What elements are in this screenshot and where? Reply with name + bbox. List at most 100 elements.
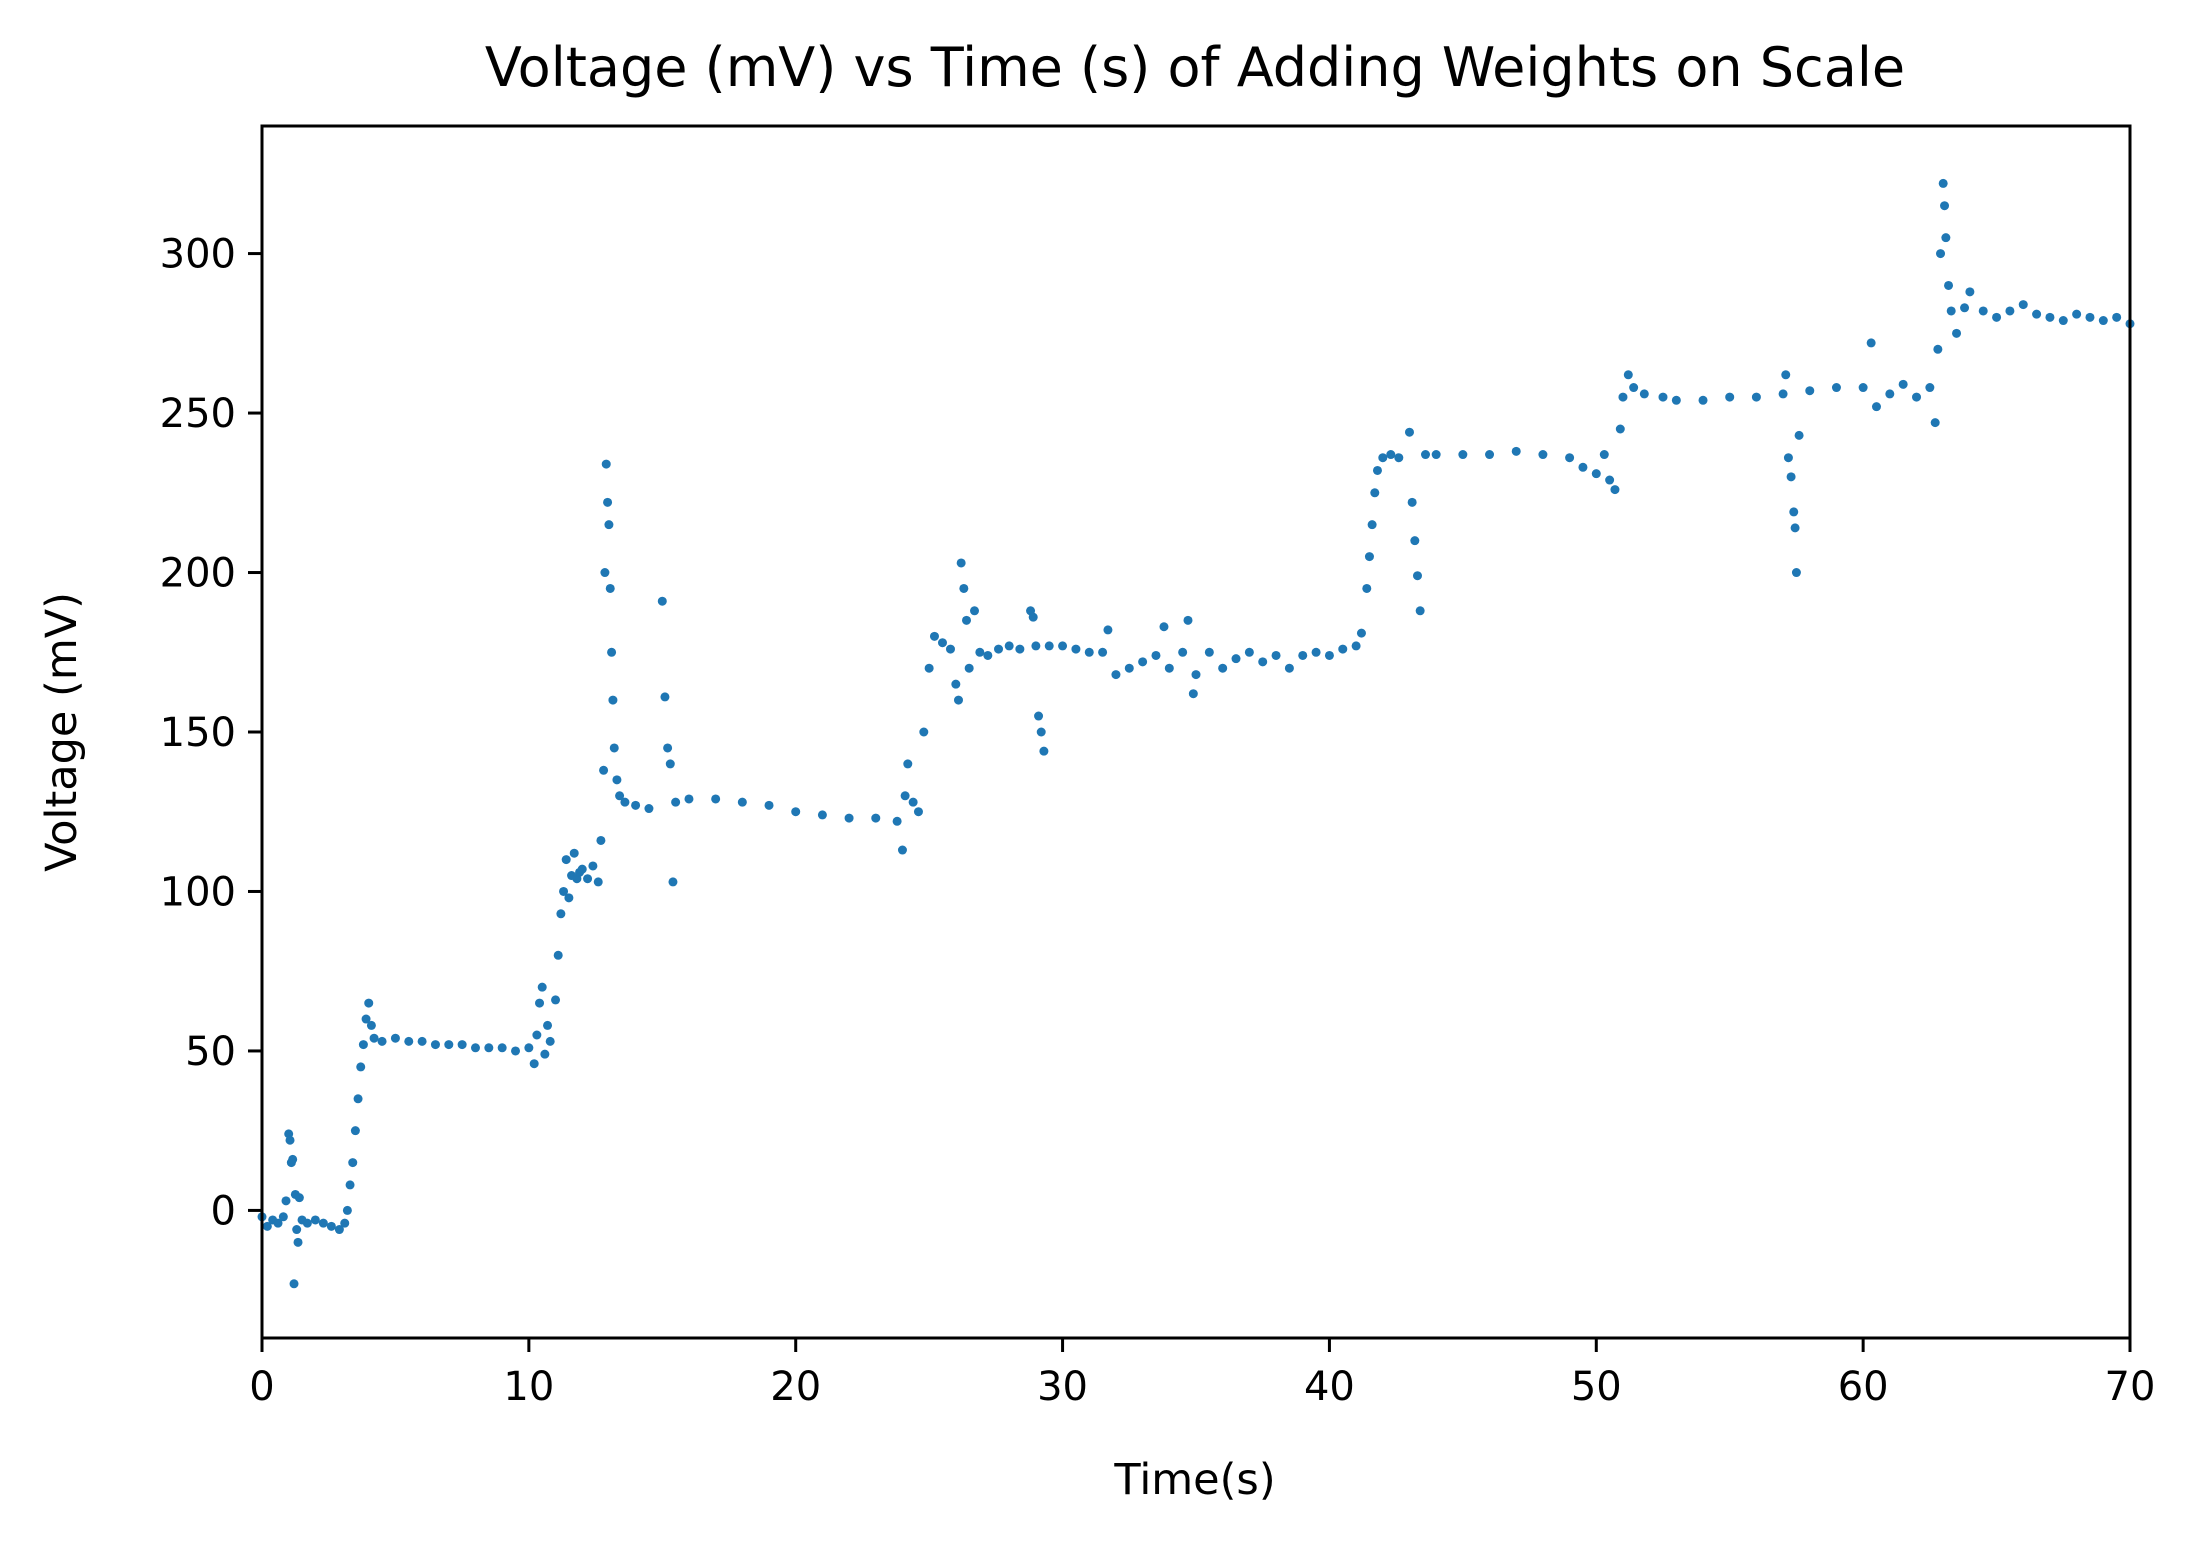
data-point [953,695,963,705]
data-point [350,1126,360,1136]
data-point [342,1205,352,1215]
data-point [2005,306,2015,316]
data-point [1599,450,1609,460]
data-point [545,1036,555,1046]
data-point [1941,233,1951,243]
data-point [1191,670,1201,680]
data-point [1231,654,1241,664]
data-point [457,1040,467,1050]
data-point [919,727,929,737]
data-point [1386,450,1396,460]
data-point [608,695,618,705]
data-point [583,874,593,884]
data-point [326,1221,336,1231]
data-point [937,638,947,648]
data-point [962,615,972,625]
data-point [529,1059,539,1069]
ticks-layer: 0 10 20 30 40 50 60 70 0 50 100 150 200 250 300 [160,232,2156,1410]
data-point [737,797,747,807]
data-point [1790,523,1800,533]
data-point [964,663,974,673]
data-point [1362,583,1372,593]
data-point [1511,446,1521,456]
data-point [553,950,563,960]
data-point [1218,663,1228,673]
data-point [844,813,854,823]
data-point [1618,392,1628,402]
data-point [601,459,611,469]
data-point [345,1180,355,1190]
data-point [1084,647,1094,657]
data-point [1978,306,1988,316]
data-point [1028,612,1038,622]
data-point [2032,309,2042,319]
data-point [2112,312,2122,322]
points-layer [257,178,2135,1289]
data-point [994,644,1004,654]
data-point [600,568,610,578]
data-point [603,497,613,507]
data-point [444,1040,454,1050]
data-point [1639,389,1649,399]
data-point [1805,386,1815,396]
data-point [764,800,774,810]
data-point [1404,427,1414,437]
data-point [588,861,598,871]
data-point [607,647,617,657]
data-point [1778,389,1788,399]
data-point [470,1043,480,1053]
data-point [1351,641,1361,651]
data-point [1164,663,1174,673]
data-point [1204,647,1214,657]
data-point [430,1040,440,1050]
data-point [644,804,654,814]
data-point [956,558,966,568]
x-tick-label: 70 [2105,1364,2156,1410]
x-tick-label: 50 [1571,1364,1622,1410]
data-point [924,663,934,673]
data-point [593,877,603,887]
data-point [1629,383,1639,393]
data-point [1698,395,1708,405]
data-point [1378,453,1388,463]
data-point [353,1094,363,1104]
data-point [288,1154,298,1164]
data-point [1623,370,1633,380]
y-axis-label: Voltage (mV) [37,592,87,872]
data-point [569,848,579,858]
data-point [278,1212,288,1222]
data-point [540,1049,550,1059]
data-point [1039,746,1049,756]
data-point [1258,657,1268,667]
data-point [1394,453,1404,463]
data-point [1015,644,1025,654]
data-point [1410,536,1420,546]
data-point [1658,392,1668,402]
data-point [609,743,619,753]
data-point [604,520,614,530]
data-point [1936,249,1946,259]
data-point [366,1020,376,1030]
data-point [302,1218,312,1228]
data-point [612,775,622,785]
y-tick-label: 250 [160,391,236,437]
data-point [908,797,918,807]
data-point [318,1218,328,1228]
data-point [1605,475,1615,485]
data-point [631,800,641,810]
chart-title: Voltage (mV) vs Time (s) of Adding Weigh… [485,36,1905,99]
data-point [1324,650,1334,660]
data-point [1538,450,1548,460]
data-point [1034,711,1044,721]
x-tick-label: 30 [1037,1364,1088,1410]
data-point [262,1221,272,1231]
data-point [535,998,545,1008]
data-point [334,1225,344,1235]
data-point [657,596,667,606]
data-point [1871,402,1881,412]
y-tick-label: 50 [185,1029,236,1075]
data-point [1415,606,1425,616]
data-point [1940,201,1950,211]
data-point [577,864,587,874]
data-point [668,877,678,887]
